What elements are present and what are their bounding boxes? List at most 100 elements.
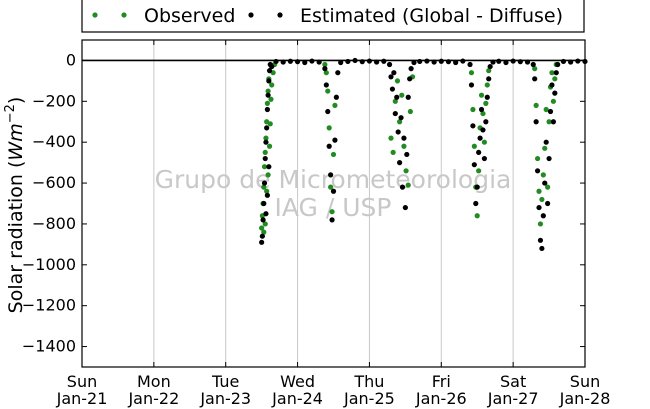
- point-s1-58: [417, 58, 423, 65]
- point-s1-103: [555, 61, 561, 68]
- point-s0-35: [401, 143, 407, 149]
- point-s1-15: [266, 164, 272, 170]
- point-s1-98: [547, 108, 554, 115]
- point-s1-83: [510, 58, 516, 64]
- legend-marker-1-0: [248, 12, 254, 18]
- point-s1-14: [264, 192, 270, 198]
- point-s0-65: [549, 70, 555, 76]
- point-s0-38: [407, 108, 413, 115]
- point-s1-16: [269, 63, 275, 70]
- data-points: [259, 57, 588, 252]
- point-s1-18: [280, 59, 286, 65]
- point-s1-1: [259, 233, 265, 239]
- point-s1-104: [560, 58, 567, 65]
- x-tick-day-6: Sat: [500, 372, 526, 391]
- point-s0-15: [266, 143, 273, 149]
- point-s1-27: [326, 143, 332, 149]
- x-tick-date-0: Jan-21: [56, 389, 108, 408]
- point-s1-44: [391, 70, 397, 76]
- y-axis-label: Solar radiation (Wm−2): [3, 97, 27, 314]
- y-tick-label-1: −200: [32, 91, 76, 110]
- point-s1-31: [332, 137, 338, 143]
- point-s1-53: [404, 151, 410, 158]
- point-s0-44: [474, 213, 480, 219]
- point-s1-42: [388, 74, 394, 80]
- y-tick-label-2: −400: [32, 132, 76, 151]
- point-s0-36: [403, 168, 409, 174]
- legend-label-1: Estimated (Global - Diffuse): [300, 5, 563, 27]
- point-s1-57: [411, 59, 417, 66]
- point-s1-89: [534, 168, 541, 174]
- point-s1-73: [478, 106, 485, 113]
- point-s1-102: [553, 70, 559, 76]
- y-tick-label-3: −600: [32, 173, 76, 192]
- point-s1-55: [407, 76, 413, 82]
- point-s1-54: [405, 94, 411, 100]
- x-tick-date-2: Jan-23: [199, 389, 251, 408]
- point-s0-3: [261, 184, 267, 190]
- x-tick-date-7: Jan-28: [559, 389, 611, 408]
- point-s1-19: [287, 58, 293, 64]
- point-s1-96: [545, 200, 551, 207]
- point-s1-13: [263, 211, 269, 217]
- point-s0-47: [478, 92, 485, 98]
- point-s1-101: [552, 90, 558, 96]
- legend-marker-0-0: [92, 12, 98, 18]
- legend-marker-0-1: [121, 12, 127, 18]
- point-s0-40: [468, 70, 475, 76]
- point-s1-71: [476, 149, 482, 156]
- point-s1-90: [536, 204, 542, 211]
- point-s0-31: [392, 98, 398, 104]
- point-s1-45: [392, 110, 398, 117]
- point-s0-11: [261, 229, 267, 235]
- point-s0-62: [545, 184, 551, 190]
- point-s1-66: [468, 82, 475, 88]
- point-s1-62: [445, 59, 452, 65]
- point-s1-37: [359, 59, 365, 65]
- point-s0-66: [550, 98, 556, 104]
- point-s0-48: [480, 110, 486, 117]
- point-s1-43: [389, 86, 396, 92]
- point-s1-100: [550, 119, 556, 125]
- point-s1-60: [431, 59, 437, 65]
- x-tick-date-6: Jan-27: [487, 389, 539, 408]
- point-s0-4: [261, 164, 268, 170]
- point-s1-52: [402, 204, 408, 211]
- point-s1-30: [330, 188, 337, 194]
- point-s0-55: [534, 155, 541, 162]
- x-tick-labels: SunJan-21MonJan-22TueJan-23WedJan-24ThuJ…: [56, 372, 611, 408]
- point-s0-57: [537, 221, 544, 227]
- point-s0-58: [539, 196, 545, 203]
- x-tick-date-3: Jan-24: [271, 389, 323, 408]
- point-s0-0: [259, 225, 265, 231]
- y-tick-label-7: −1400: [22, 337, 76, 356]
- point-s1-93: [540, 213, 546, 219]
- point-s0-33: [397, 119, 403, 125]
- point-s1-80: [490, 59, 496, 65]
- point-s1-0: [259, 239, 265, 245]
- point-s1-91: [537, 237, 544, 243]
- point-s1-5: [262, 155, 268, 162]
- point-s1-85: [524, 59, 531, 65]
- point-s1-74: [480, 127, 486, 133]
- watermark-line-2: IAG / USP: [275, 193, 392, 222]
- legend: Observed Estimated (Global - Diffuse): [81, 0, 585, 33]
- point-s1-69: [473, 200, 479, 207]
- point-s0-63: [546, 119, 552, 125]
- point-s1-81: [496, 58, 502, 64]
- point-s0-32: [394, 78, 401, 84]
- point-s1-40: [381, 58, 387, 64]
- point-s1-17: [273, 58, 279, 65]
- point-s0-50: [483, 100, 489, 106]
- point-s1-22: [309, 58, 315, 64]
- point-s1-38: [366, 58, 373, 64]
- point-s1-87: [532, 76, 538, 82]
- point-s0-16: [267, 121, 273, 127]
- point-s0-22: [323, 70, 329, 76]
- point-s0-12: [262, 221, 268, 227]
- point-s0-6: [263, 135, 269, 141]
- point-s1-95: [543, 139, 549, 145]
- point-s1-51: [401, 135, 407, 141]
- point-s1-32: [333, 94, 339, 100]
